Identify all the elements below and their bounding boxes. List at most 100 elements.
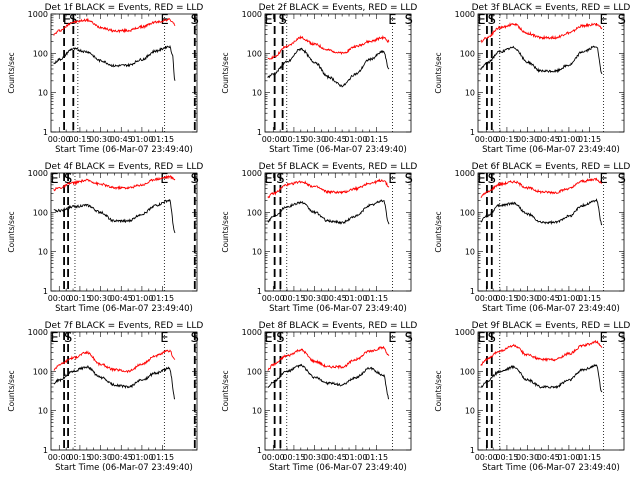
lld-rate-line (53, 17, 176, 36)
marker-label: E (600, 13, 608, 28)
y-axis-label: Counts/sec (434, 52, 443, 93)
y-tick-label: 10 (252, 89, 262, 98)
x-tick-label: 00:00 (262, 135, 285, 144)
series-group (480, 177, 603, 226)
x-tick-label: 01:15 (365, 453, 388, 462)
marker-label: E (50, 172, 58, 187)
panel-det-1: Det 1f BLACK = Events, RED = LLD 1 10 100 10… (7, 3, 203, 155)
marker-label: S (618, 331, 626, 346)
x-tick-label: 01:15 (365, 135, 388, 144)
y-tick-label: 1000 (242, 328, 262, 337)
x-tick-label: 00:30 (89, 135, 112, 144)
marker-label: E (63, 13, 71, 28)
panel-det-4: Det 4f BLACK = Events, RED = LLD 1 10 100 10… (7, 162, 203, 314)
marker-label: S (618, 172, 626, 187)
panel-det-2: Det 2f BLACK = Events, RED = LLD 1 10 100 10… (221, 3, 417, 155)
y-tick-label: 100 (33, 208, 48, 217)
x-tick-label: 01:00 (130, 294, 153, 303)
panel-title: Det 7f BLACK = Events, RED = LLD (45, 321, 204, 331)
x-tick-label: 00:45 (324, 453, 347, 462)
y-tick-label: 1 (257, 287, 262, 296)
y-tick-label: 100 (247, 49, 262, 58)
marker-label: E (388, 172, 396, 187)
y-tick-label: 1 (257, 446, 262, 455)
y-tick-label: 10 (38, 248, 48, 257)
x-axis-label: Start Time (06-Mar-07 23:49:40) (55, 304, 193, 314)
y-tick-label: 1000 (28, 328, 48, 337)
y-tick-label: 100 (460, 208, 475, 217)
series-group (480, 22, 603, 75)
x-tick-label: 00:00 (48, 135, 71, 144)
x-tick-label: 01:00 (344, 135, 367, 144)
x-tick-label: 00:30 (303, 294, 326, 303)
x-axis-label: Start Time (06-Mar-07 23:49:40) (269, 304, 407, 314)
y-tick-label: 100 (247, 208, 262, 217)
y-tick-label: 1000 (28, 10, 48, 19)
marker-label: E (264, 13, 272, 28)
y-tick-label: 1000 (455, 169, 475, 178)
x-tick-label: 00:30 (516, 135, 539, 144)
y-tick-label: 100 (247, 367, 262, 376)
y-tick-label: 10 (465, 407, 475, 416)
x-tick-label: 00:15 (495, 453, 518, 462)
y-tick-label: 1 (43, 128, 48, 137)
x-tick-label: 00:30 (516, 453, 539, 462)
lld-rate-line (480, 22, 603, 44)
y-tick-label: 1 (43, 446, 48, 455)
x-tick-label: 01:15 (151, 453, 174, 462)
events-rate-line (53, 364, 175, 400)
marker-label: E (50, 331, 58, 346)
x-tick-label: 00:45 (537, 453, 560, 462)
marker-label: S (276, 331, 284, 346)
marker-label: S (278, 13, 286, 28)
x-tick-label: 00:45 (110, 294, 133, 303)
x-axis-label: Start Time (06-Mar-07 23:49:40) (55, 145, 193, 155)
x-tick-label: 01:15 (151, 294, 174, 303)
lld-rate-line (267, 345, 390, 371)
plot-frame (477, 172, 625, 292)
lld-rate-line (480, 177, 602, 198)
y-tick-label: 1 (257, 128, 262, 137)
series-group (53, 349, 176, 400)
panel-title: Det 4f BLACK = Events, RED = LLD (45, 162, 204, 172)
y-tick-label: 1000 (28, 169, 48, 178)
y-tick-label: 100 (460, 367, 475, 376)
x-tick-label: 00:00 (475, 294, 498, 303)
marker-label: S (405, 172, 413, 187)
x-tick-label: 00:00 (475, 135, 498, 144)
y-axis-label: Counts/sec (434, 211, 443, 252)
panel-title: Det 8f BLACK = Events, RED = LLD (259, 321, 418, 331)
events-rate-line (480, 45, 603, 75)
y-tick-label: 10 (465, 89, 475, 98)
plot-frame (50, 172, 198, 292)
y-tick-label: 1000 (455, 328, 475, 337)
x-tick-label: 00:15 (495, 294, 518, 303)
plot-frame (477, 13, 625, 133)
x-tick-label: 01:00 (557, 294, 580, 303)
events-rate-line (480, 363, 603, 393)
x-tick-label: 00:45 (324, 294, 347, 303)
x-tick-label: 00:15 (68, 294, 91, 303)
x-tick-label: 01:00 (344, 453, 367, 462)
marker-label: E (477, 172, 485, 187)
marker-label: S (488, 13, 496, 28)
y-axis-label: Counts/sec (434, 370, 443, 411)
y-tick-label: 1 (470, 446, 475, 455)
plot-frame (264, 331, 412, 451)
x-axis-label: Start Time (06-Mar-07 23:49:40) (269, 145, 407, 155)
y-axis-label: Counts/sec (221, 211, 230, 252)
panel-det-7: Det 7f BLACK = Events, RED = LLD 1 10 100 10… (7, 321, 203, 473)
x-tick-label: 00:15 (282, 294, 305, 303)
y-tick-label: 100 (33, 49, 48, 58)
y-tick-label: 1 (470, 287, 475, 296)
panel-title: Det 5f BLACK = Events, RED = LLD (259, 162, 418, 172)
lld-rate-line (53, 174, 176, 192)
marker-label: S (405, 13, 413, 28)
marker-label: S (69, 13, 77, 28)
panel-title: Det 1f BLACK = Events, RED = LLD (45, 3, 204, 13)
x-axis-label: Start Time (06-Mar-07 23:49:40) (482, 145, 620, 155)
marker-label: S (405, 331, 413, 346)
y-tick-label: 1000 (242, 169, 262, 178)
events-rate-line (53, 199, 176, 234)
